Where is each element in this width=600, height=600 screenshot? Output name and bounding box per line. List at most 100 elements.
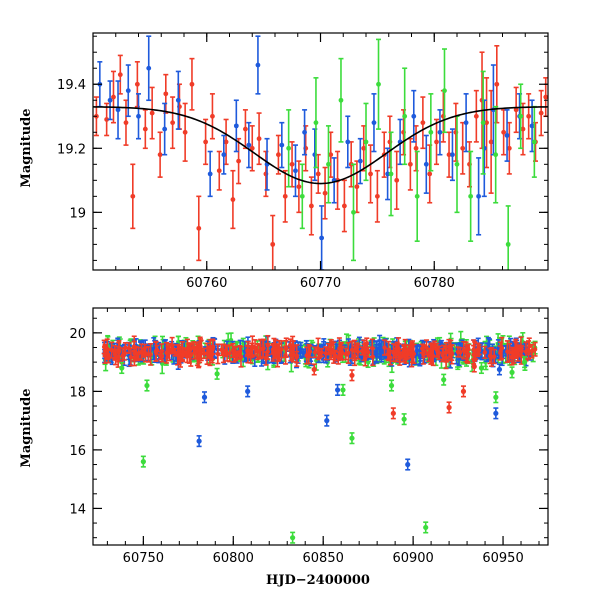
top-panel-zoom: 60760 60770 60780 19 19.2 19.4 bbox=[57, 32, 549, 291]
red-data-point bbox=[209, 93, 215, 140]
blue-data-point bbox=[417, 345, 423, 367]
blue-data-point bbox=[331, 157, 337, 204]
blue-outlier-point bbox=[324, 414, 330, 427]
red-data-point bbox=[117, 54, 123, 95]
red-data-point bbox=[426, 347, 432, 363]
red-data-point bbox=[289, 141, 295, 188]
red-data-point bbox=[374, 169, 380, 223]
red-data-point bbox=[421, 344, 427, 359]
red-data-point bbox=[322, 166, 328, 220]
red-data-point bbox=[304, 346, 310, 365]
red-data-point bbox=[196, 195, 202, 262]
red-data-point bbox=[272, 339, 278, 359]
red-data-point bbox=[283, 340, 289, 358]
red-data-point bbox=[526, 93, 532, 140]
red-data-point bbox=[110, 70, 116, 124]
blue-data-point bbox=[385, 147, 391, 201]
red-data-point bbox=[420, 96, 426, 150]
red-outlier-point bbox=[311, 363, 317, 376]
red-outlier-point bbox=[390, 407, 396, 420]
red-data-point bbox=[409, 341, 415, 354]
red-data-point bbox=[460, 121, 466, 175]
x-tick-label: 60900 bbox=[392, 551, 433, 566]
green-data-point bbox=[428, 93, 434, 172]
red-data-point bbox=[236, 137, 242, 185]
red-data-point bbox=[145, 345, 151, 363]
red-data-point bbox=[473, 89, 479, 143]
green-data-point bbox=[350, 163, 356, 262]
red-data-point bbox=[391, 343, 397, 362]
red-data-point bbox=[157, 131, 163, 178]
green-data-point bbox=[313, 77, 319, 169]
red-data-point bbox=[407, 137, 413, 191]
red-data-point bbox=[365, 346, 371, 358]
blue-data-point bbox=[529, 99, 535, 153]
blue-data-point bbox=[319, 205, 325, 270]
top-plot-area bbox=[93, 35, 548, 270]
red-data-point bbox=[164, 341, 170, 364]
red-data-point bbox=[339, 345, 345, 361]
blue-outlier-point bbox=[405, 458, 411, 471]
blue-data-point bbox=[175, 70, 181, 130]
red-data-point bbox=[332, 349, 338, 362]
red-data-point bbox=[447, 345, 453, 358]
red-data-point bbox=[491, 348, 497, 365]
blue-outlier-point bbox=[201, 391, 208, 404]
y-tick-label: 16 bbox=[69, 444, 86, 459]
red-data-point bbox=[121, 347, 127, 361]
blue-data-point bbox=[345, 115, 351, 169]
red-data-point bbox=[223, 344, 229, 358]
red-data-point bbox=[203, 118, 209, 166]
model-fit-curve bbox=[93, 106, 548, 185]
blue-data-point bbox=[246, 121, 252, 169]
red-data-point bbox=[386, 340, 392, 362]
blue-outlier-point bbox=[493, 407, 499, 420]
red-data-point bbox=[265, 343, 271, 360]
blue-data-point bbox=[300, 348, 306, 358]
green-outlier-point bbox=[478, 361, 485, 375]
blue-data-point bbox=[373, 343, 379, 364]
x-tick-label: 60760 bbox=[186, 276, 227, 291]
red-data-point bbox=[368, 144, 374, 204]
green-outlier-point bbox=[214, 367, 220, 380]
red-data-point bbox=[189, 57, 195, 111]
green-outlier-point bbox=[388, 379, 395, 392]
blue-data-point bbox=[298, 341, 304, 357]
red-data-point bbox=[513, 86, 519, 134]
red-data-point bbox=[354, 160, 360, 214]
green-outlier-point bbox=[522, 356, 528, 369]
red-data-point bbox=[282, 169, 288, 223]
red-data-point bbox=[256, 344, 262, 358]
red-data-point bbox=[529, 343, 535, 359]
bottom-panel-full: 60750 60800 60850 60900 60950 14 16 18 20 bbox=[69, 307, 549, 566]
red-data-point bbox=[227, 344, 233, 363]
blue-data-point bbox=[302, 109, 308, 156]
red-data-point bbox=[149, 86, 155, 140]
red-data-point bbox=[216, 150, 222, 191]
red-data-point bbox=[209, 345, 215, 364]
blue-data-point bbox=[479, 342, 485, 361]
red-data-point bbox=[191, 345, 197, 360]
y-tick-label: 18 bbox=[69, 385, 86, 400]
green-data-point bbox=[388, 131, 394, 217]
red-data-point bbox=[245, 345, 251, 356]
red-data-point bbox=[215, 343, 221, 365]
green-outlier-point bbox=[340, 383, 346, 396]
red-outlier-point bbox=[446, 401, 452, 414]
red-data-point bbox=[109, 341, 115, 359]
green-outlier-point bbox=[401, 413, 407, 426]
red-data-point bbox=[294, 344, 300, 368]
blue-data-point bbox=[279, 121, 285, 169]
top-y-axis-label: Magnitude bbox=[19, 108, 34, 187]
blue-data-point bbox=[411, 89, 417, 143]
red-data-point bbox=[440, 344, 446, 361]
red-data-point bbox=[134, 61, 140, 108]
blue-data-point bbox=[423, 134, 429, 194]
red-data-point bbox=[275, 134, 281, 175]
green-outlier-point bbox=[349, 432, 355, 445]
blue-outlier-point bbox=[496, 363, 503, 376]
blue-outlier-point bbox=[334, 383, 341, 396]
red-data-point bbox=[446, 131, 452, 178]
red-data-point bbox=[290, 340, 296, 357]
